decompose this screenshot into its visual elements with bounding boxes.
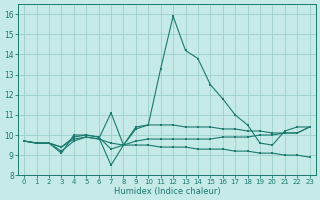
X-axis label: Humidex (Indice chaleur): Humidex (Indice chaleur) [114,187,220,196]
